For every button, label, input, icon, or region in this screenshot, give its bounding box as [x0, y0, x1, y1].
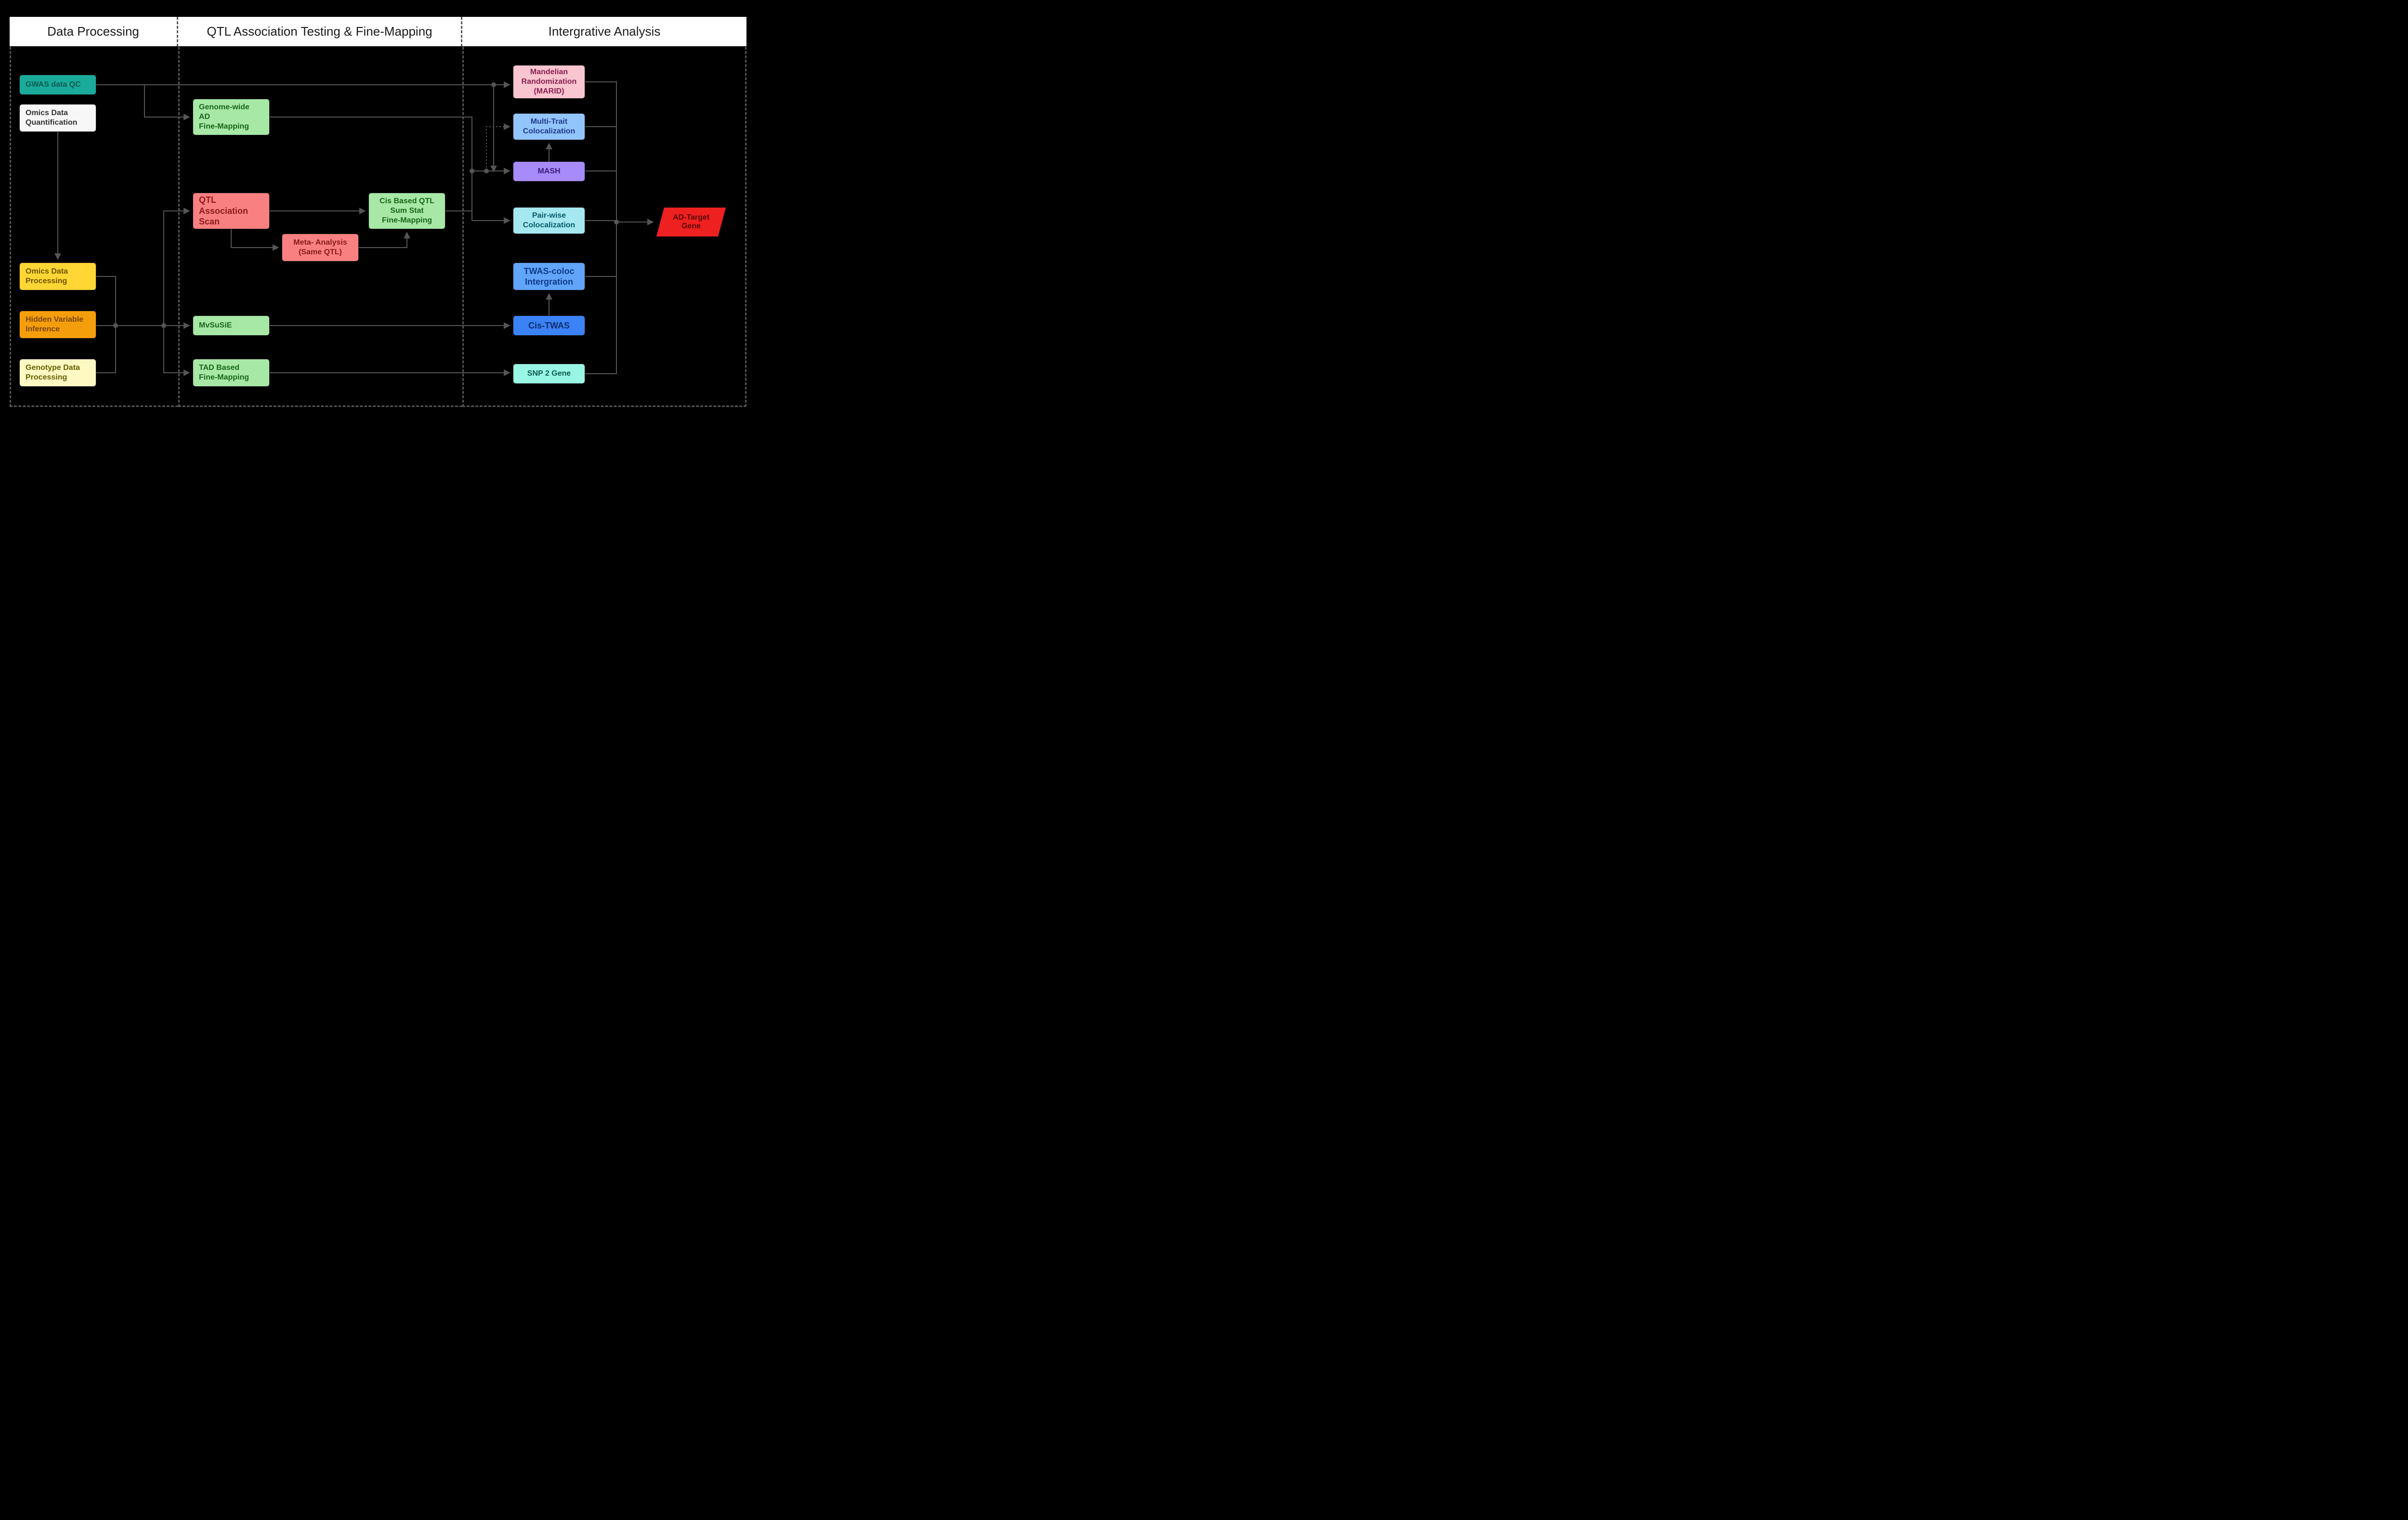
label: Cis-TWAS	[528, 320, 570, 331]
label: MASH	[537, 167, 560, 176]
qtl-scan-box: QTLAssociationScan	[193, 193, 270, 229]
label: Omics DataQuantification	[26, 108, 78, 128]
meta-box: Meta- Analysis(Same QTL)	[282, 234, 359, 262]
section-title: Data Processing	[47, 24, 139, 39]
label: Hidden VariableInference	[26, 315, 83, 334]
multitrait-box: Multi-TraitColocalization	[513, 113, 585, 140]
mash-box: MASH	[513, 161, 585, 182]
hidden-box: Hidden VariableInference	[19, 311, 96, 339]
mvsusie-box: MvSuSiE	[193, 315, 270, 336]
label: Pair-wiseColocalization	[523, 211, 575, 230]
cis-qtl-box: Cis Based QTLSum StatFine-Mapping	[368, 193, 445, 229]
label: TWAS-colocIntergration	[523, 266, 574, 288]
label: Meta- Analysis(Same QTL)	[293, 238, 347, 257]
label: Cis Based QTLSum StatFine-Mapping	[380, 197, 434, 225]
cis-twas-box: Cis-TWAS	[513, 315, 585, 336]
label: MandelianRandomization(MARID)	[522, 67, 577, 96]
tad-box: TAD BasedFine-Mapping	[193, 359, 270, 387]
section-header-qtl: QTL Association Testing & Fine-Mapping	[178, 17, 462, 47]
pairwise-box: Pair-wiseColocalization	[513, 207, 585, 234]
snp2gene-box: SNP 2 Gene	[513, 364, 585, 384]
label: GWAS data QC	[26, 80, 81, 90]
label: Omics DataProcessing	[26, 267, 68, 286]
gwas-box: GWAS data QC	[19, 75, 96, 95]
omics-quant-box: Omics DataQuantification	[19, 104, 96, 132]
section-header-integrative: Intergrative Analysis	[462, 17, 746, 47]
label: Genotype DataProcessing	[26, 363, 80, 382]
marid-box: MandelianRandomization(MARID)	[513, 65, 585, 99]
twas-coloc-box: TWAS-colocIntergration	[513, 262, 585, 290]
omics-proc-box: Omics DataProcessing	[19, 262, 96, 290]
section-header-data-processing: Data Processing	[10, 17, 178, 47]
label: QTLAssociationScan	[199, 195, 248, 227]
label: SNP 2 Gene	[527, 369, 571, 379]
section-title: Intergrative Analysis	[549, 24, 661, 39]
section-border-dp	[10, 47, 178, 407]
label: MvSuSiE	[199, 321, 232, 330]
label: Multi-TraitColocalization	[523, 117, 575, 136]
label: TAD BasedFine-Mapping	[199, 363, 249, 382]
genotype-box: Genotype DataProcessing	[19, 359, 96, 387]
genome-ad-box: Genome-wideADFine-Mapping	[193, 99, 270, 135]
label: Genome-wideADFine-Mapping	[199, 103, 249, 131]
adtarget-parallelogram: AD-TargetGene	[656, 207, 727, 237]
section-title: QTL Association Testing & Fine-Mapping	[207, 24, 432, 39]
label: AD-TargetGene	[673, 213, 709, 231]
